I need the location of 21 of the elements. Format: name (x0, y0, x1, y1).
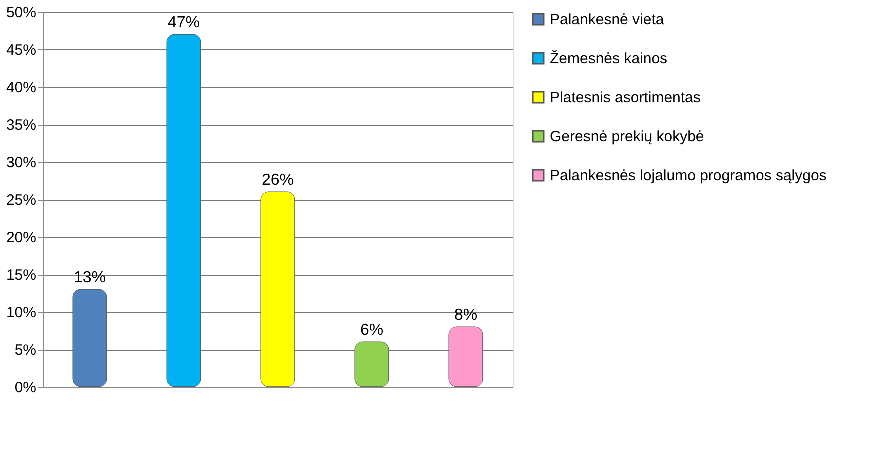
legend-label: Platesnis asortimentas (550, 90, 701, 106)
y-tick-label: 20% (6, 230, 36, 246)
data-label: 6% (360, 322, 384, 339)
legend-label: Palankesnės lojalumo programos sąlygos (550, 168, 827, 184)
legend-label: Palankesnė vieta (550, 12, 665, 28)
y-tick-label: 45% (6, 42, 36, 59)
data-label: 13% (74, 270, 106, 286)
y-tick-label: 15% (6, 267, 36, 284)
y-tick-label: 30% (6, 154, 36, 172)
data-label: 26% (262, 172, 294, 189)
legend-label: Žemesnės kainos (550, 50, 668, 68)
y-tick-label: 40% (6, 80, 36, 96)
y-tick-label: 10% (6, 304, 36, 322)
y-tick-label: 0% (14, 380, 36, 396)
y-tick-label: 5% (14, 342, 36, 359)
data-label: 47% (168, 14, 200, 32)
y-tick-label: 25% (6, 192, 36, 209)
y-tick-label: 35% (6, 117, 36, 134)
data-label: 8% (454, 307, 478, 324)
y-tick-label: 50% (6, 4, 36, 22)
legend-label: Geresnė prekių kokybė (550, 128, 704, 146)
